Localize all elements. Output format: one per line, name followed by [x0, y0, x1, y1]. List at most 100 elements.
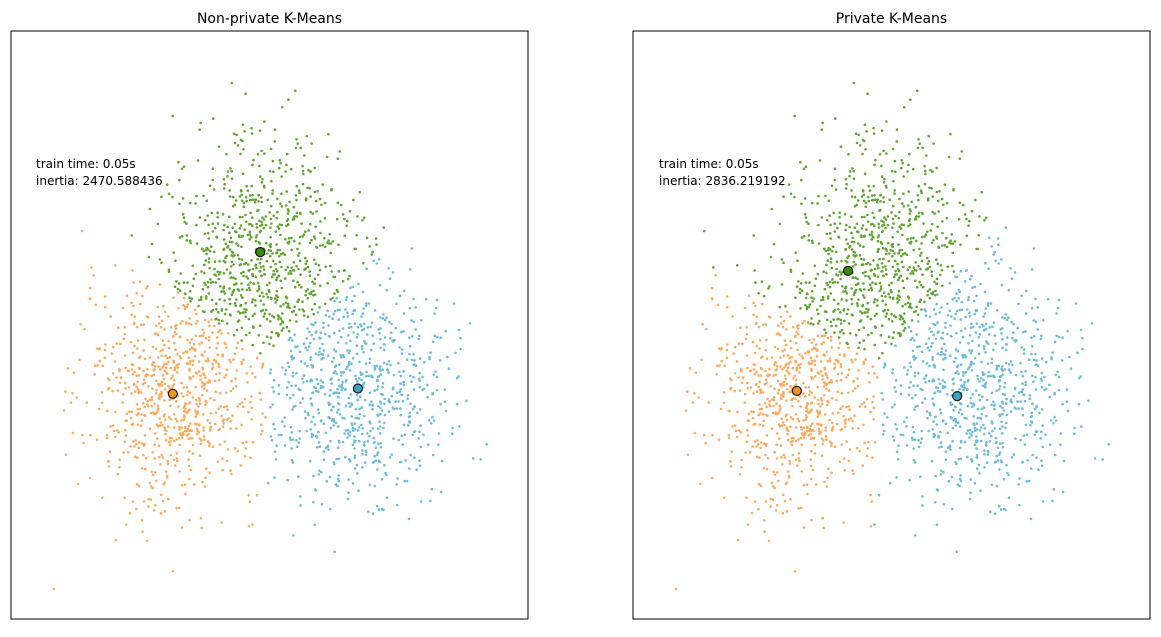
data-point-green — [214, 226, 217, 230]
data-point-blue — [350, 403, 354, 407]
data-point-orange — [164, 366, 168, 370]
data-point-blue — [412, 375, 415, 379]
data-point-green — [885, 186, 888, 189]
data-point-blue — [361, 449, 364, 452]
data-point-blue — [433, 312, 436, 315]
data-point-orange — [773, 387, 776, 391]
data-point-blue — [431, 415, 434, 419]
data-point-orange — [140, 467, 144, 470]
data-point-green — [897, 289, 901, 293]
data-point-blue — [977, 393, 981, 397]
data-point-blue — [979, 439, 983, 443]
data-point-orange — [729, 387, 732, 391]
data-point-orange — [236, 341, 239, 345]
data-point-blue — [269, 405, 272, 409]
data-point-orange — [810, 391, 814, 395]
data-point-green — [337, 243, 340, 247]
data-point-green — [242, 270, 245, 274]
data-point-blue — [334, 483, 338, 486]
data-point-orange — [774, 361, 777, 364]
data-point-green — [261, 308, 265, 312]
data-point-blue — [329, 378, 333, 381]
data-point-blue — [310, 403, 314, 407]
data-point-green — [189, 300, 192, 303]
data-point-green — [303, 154, 306, 157]
data-point-orange — [759, 391, 762, 395]
data-point-orange — [229, 389, 233, 393]
data-point-blue — [289, 425, 293, 429]
data-point-orange — [200, 439, 203, 442]
data-point-blue — [315, 436, 319, 439]
data-point-green — [897, 251, 901, 255]
data-point-blue — [995, 364, 998, 368]
data-point-green — [804, 281, 808, 284]
data-point-green — [171, 195, 174, 199]
data-point-blue — [1081, 347, 1084, 351]
data-point-green — [841, 270, 844, 274]
data-point-green — [189, 239, 192, 243]
data-point-blue — [359, 395, 362, 399]
data-point-green — [345, 224, 348, 227]
data-point-orange — [820, 437, 824, 440]
data-point-orange — [821, 374, 824, 378]
data-point-green — [312, 289, 315, 293]
data-point-orange — [755, 370, 758, 374]
data-point-blue — [1001, 338, 1004, 341]
data-point-green — [891, 217, 895, 221]
data-point-green — [256, 281, 260, 285]
data-point-blue — [943, 381, 947, 384]
data-point-green — [237, 319, 241, 322]
data-point-blue — [909, 365, 913, 369]
data-point-green — [866, 213, 869, 217]
data-point-green — [900, 260, 904, 264]
data-point-green — [899, 333, 902, 336]
data-point-green — [923, 182, 927, 186]
data-point-blue — [387, 360, 391, 363]
data-point-orange — [804, 410, 808, 413]
data-point-green — [256, 257, 259, 261]
data-point-green — [757, 292, 760, 295]
data-point-blue — [977, 352, 981, 356]
data-point-blue — [322, 458, 326, 462]
data-point-orange — [215, 346, 218, 350]
data-point-blue — [314, 389, 318, 393]
data-point-blue — [333, 331, 336, 335]
data-point-green — [890, 342, 893, 346]
data-point-blue — [963, 440, 967, 444]
data-point-orange — [764, 500, 768, 503]
data-point-green — [210, 245, 213, 248]
data-point-green — [836, 302, 840, 306]
data-point-orange — [107, 460, 110, 463]
data-point-green — [890, 281, 893, 285]
data-point-orange — [753, 363, 757, 367]
data-point-blue — [367, 510, 370, 513]
data-point-green — [789, 192, 793, 196]
data-point-green — [297, 298, 301, 302]
data-point-blue — [953, 296, 956, 300]
data-point-green — [237, 289, 241, 292]
data-point-orange — [208, 444, 211, 447]
data-point-orange — [214, 390, 217, 394]
data-point-orange — [168, 398, 171, 402]
data-point-green — [887, 335, 891, 339]
data-point-orange — [750, 410, 753, 413]
data-point-blue — [1077, 376, 1081, 380]
data-point-green — [940, 268, 944, 272]
centroid-orange — [791, 385, 802, 396]
data-point-green — [258, 175, 262, 178]
data-point-blue — [969, 491, 972, 495]
data-point-blue — [306, 411, 310, 415]
data-point-green — [884, 226, 887, 230]
data-point-green — [928, 288, 932, 291]
data-point-blue — [395, 503, 399, 507]
data-point-green — [277, 166, 281, 170]
data-point-blue — [997, 364, 1001, 368]
data-point-green — [258, 164, 261, 168]
data-point-orange — [827, 389, 831, 393]
data-point-blue — [970, 405, 974, 409]
data-point-blue — [933, 364, 937, 368]
data-point-green — [333, 292, 336, 295]
data-point-blue — [438, 359, 442, 362]
data-point-green — [953, 240, 957, 243]
data-point-orange — [789, 384, 792, 388]
